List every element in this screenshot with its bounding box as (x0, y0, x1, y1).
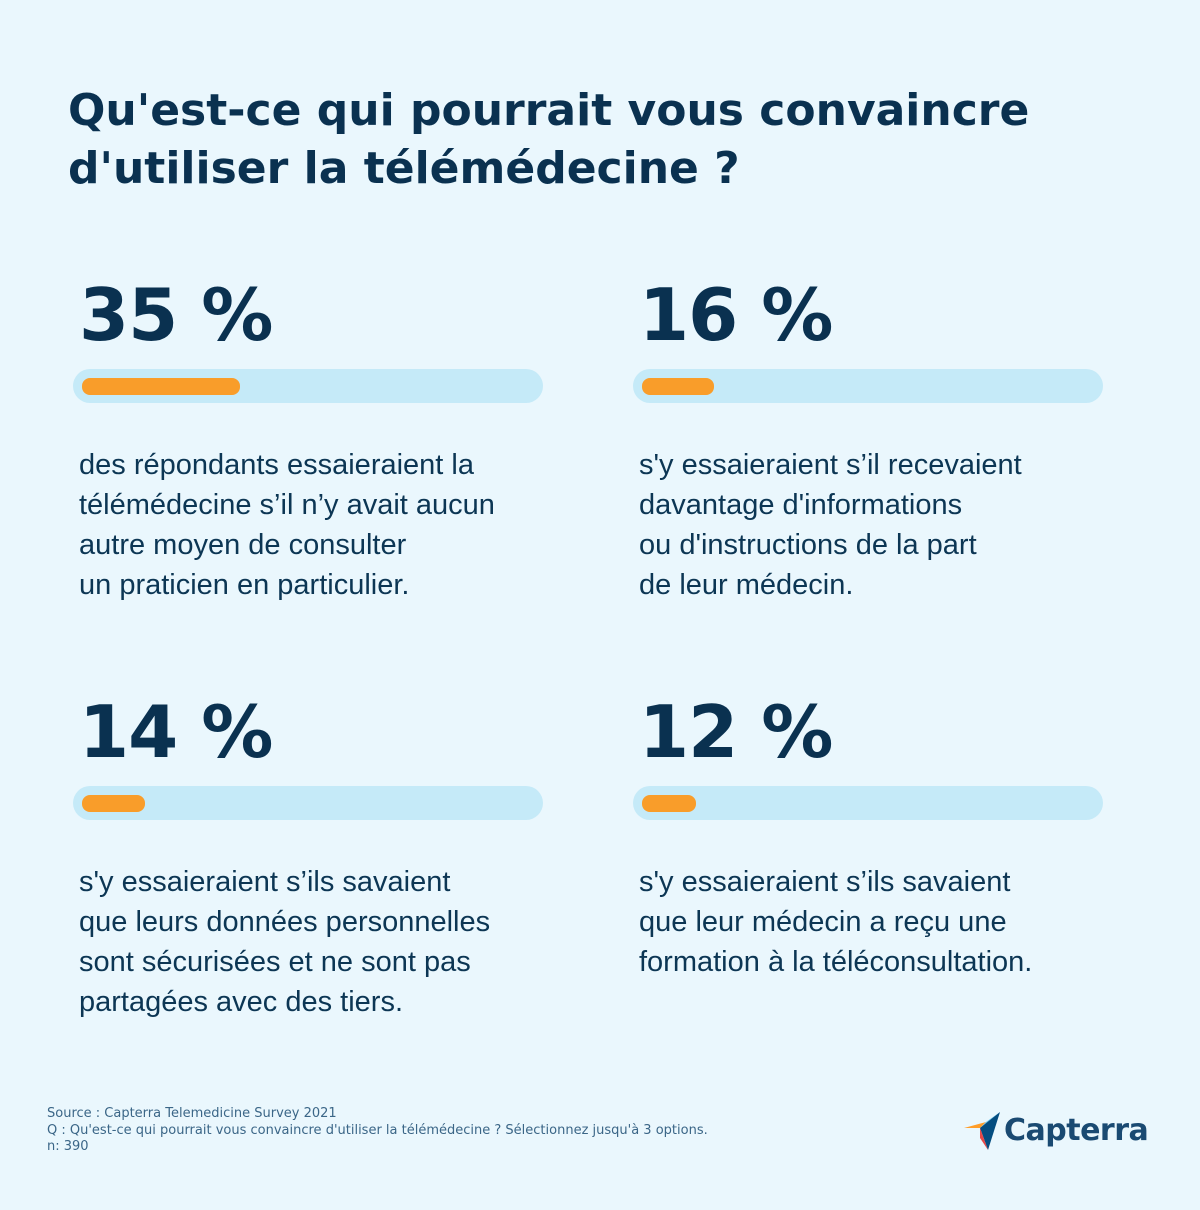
capterra-arrow-icon (964, 1112, 1000, 1150)
progress-fill (642, 378, 714, 395)
progress-fill (82, 378, 240, 395)
description-line: sont sécurisées et ne sont pas (79, 946, 471, 978)
progress-fill (82, 795, 145, 812)
title-line-2: d'utiliser la télémédecine ? (68, 143, 740, 194)
stat-description: s'y essaieraient s’il recevaient davanta… (639, 445, 1103, 605)
stat-percentage: 12 % (639, 690, 833, 774)
progress-fill (642, 795, 696, 812)
stat-description: des répondants essaieraient la télémédec… (79, 445, 543, 605)
stat-description: s'y essaieraient s’ils savaient que leur… (639, 862, 1103, 982)
description-line: partagées avec des tiers. (79, 986, 404, 1018)
page-title: Qu'est-ce qui pourrait vous convaincre d… (68, 82, 1128, 198)
source-line: Source : Capterra Telemedicine Survey 20… (47, 1106, 337, 1121)
progress-track (633, 369, 1103, 403)
stat-card-4: 12 % s'y essaieraient s’ils savaient que… (633, 692, 1103, 982)
stat-card-2: 16 % s'y essaieraient s’il recevaient da… (633, 275, 1103, 605)
description-line: s'y essaieraient s’ils savaient (79, 866, 451, 898)
stat-percentage: 14 % (79, 690, 273, 774)
title-line-1: Qu'est-ce qui pourrait vous convaincre (68, 85, 1030, 136)
description-line: que leurs données personnelles (79, 906, 491, 938)
description-line: des répondants essaieraient la (79, 449, 474, 481)
progress-track (73, 786, 543, 820)
stat-card-1: 35 % des répondants essaieraient la télé… (73, 275, 543, 605)
description-line: s'y essaieraient s’il recevaient (639, 449, 1022, 481)
progress-track (73, 369, 543, 403)
description-line: de leur médecin. (639, 569, 854, 601)
description-line: télémédecine s’il n’y avait aucun (79, 489, 495, 521)
progress-track (633, 786, 1103, 820)
description-line: que leur médecin a reçu une (639, 906, 1007, 938)
logo-wordmark: Capterra (1004, 1112, 1149, 1148)
stat-description: s'y essaieraient s’ils savaient que leur… (79, 862, 543, 1022)
stat-card-3: 14 % s'y essaieraient s’ils savaient que… (73, 692, 543, 1022)
description-line: davantage d'informations (639, 489, 963, 521)
stat-percentage: 35 % (79, 273, 273, 357)
sample-size: n: 390 (47, 1139, 89, 1154)
description-line: formation à la téléconsultation. (639, 946, 1033, 978)
stat-percentage: 16 % (639, 273, 833, 357)
description-line: un praticien en particulier. (79, 569, 410, 601)
description-line: ou d'instructions de la part (639, 529, 977, 561)
description-line: autre moyen de consulter (79, 529, 407, 561)
capterra-logo: Capterra (962, 1108, 1149, 1152)
description-line: s'y essaieraient s’ils savaient (639, 866, 1011, 898)
source-footnote: Source : Capterra Telemedicine Survey 20… (47, 1106, 708, 1156)
question-line: Q : Qu'est-ce qui pourrait vous convainc… (47, 1122, 708, 1138)
